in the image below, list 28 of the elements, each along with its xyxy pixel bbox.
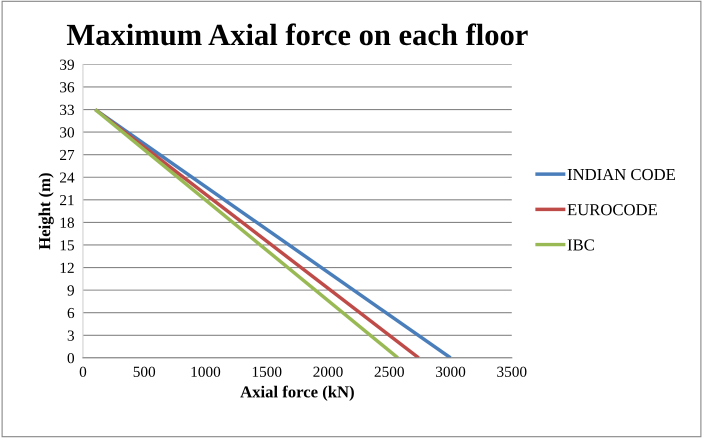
y-tick-label: 30	[60, 127, 74, 138]
y-axis-title: Height (m)	[38, 173, 54, 250]
x-axis-title: Axial force (kN)	[240, 386, 354, 401]
y-tick-label: 24	[60, 172, 74, 183]
x-tick-label: 3500	[497, 366, 526, 377]
x-tick-label: 3000	[436, 366, 466, 377]
y-tick-label: 6	[68, 308, 74, 318]
y-tick-label: 39	[60, 60, 74, 70]
y-tick-label: 15	[60, 240, 74, 250]
y-tick-label: 12	[60, 262, 74, 273]
chart-title: Maximum Axial force on each floor	[66, 23, 528, 46]
x-tick-label: 500	[134, 366, 156, 377]
y-tick-label: 33	[60, 104, 74, 115]
x-tick-label: 2000	[313, 366, 343, 377]
x-tick-label: 2500	[374, 366, 404, 377]
legend-label: EUROCODE	[568, 204, 657, 216]
y-tick-label: 9	[67, 285, 74, 296]
y-tick-label: 3	[68, 330, 74, 341]
y-tick-label: 36	[60, 82, 74, 92]
x-tick-label: 1500	[252, 366, 282, 377]
legend-label: INDIAN CODE	[568, 168, 675, 180]
y-tick-label: 18	[60, 218, 74, 228]
x-tick-label: 0	[80, 366, 86, 377]
y-tick-label: 21	[60, 195, 74, 206]
y-tick-label: 27	[60, 150, 74, 160]
x-tick-label: 1000	[192, 366, 220, 377]
y-tick-label: 0	[68, 352, 74, 364]
legend-label: IBC	[568, 239, 594, 251]
